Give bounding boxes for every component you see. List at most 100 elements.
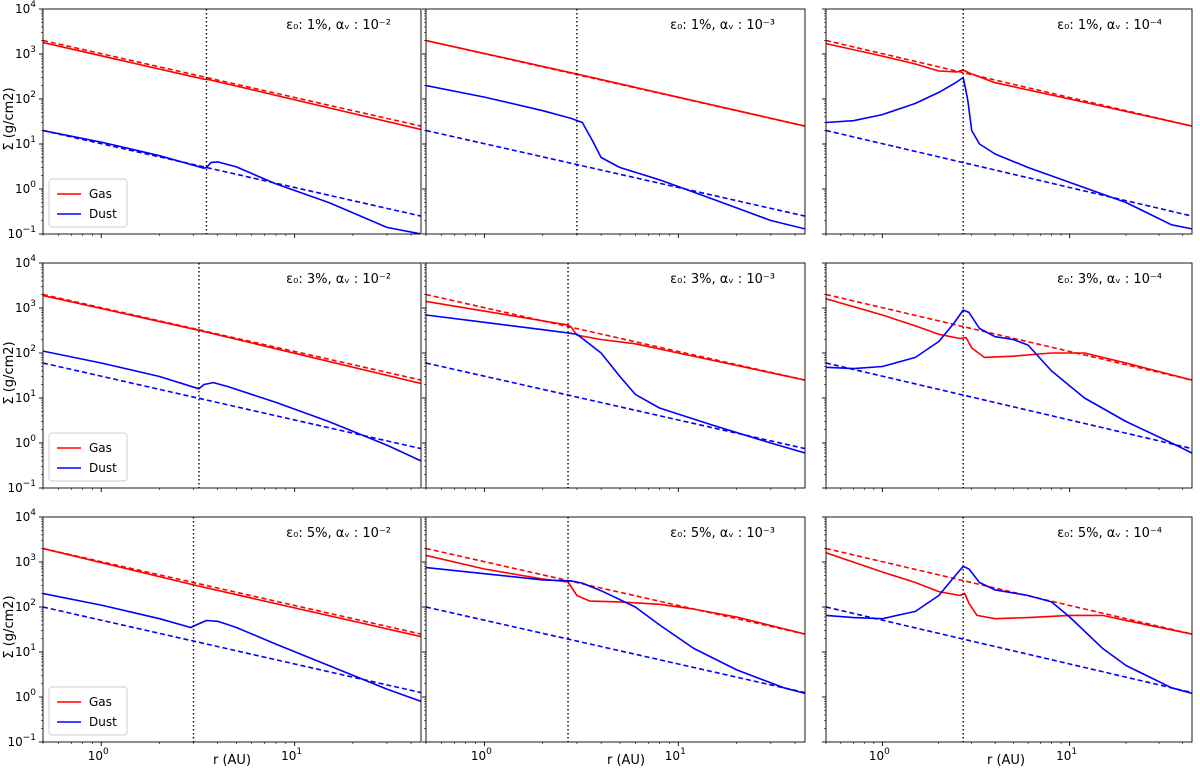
panel-r2c1-gas-initial-line [43,293,421,381]
panel-r3c1-xtick-label: 101 [281,747,302,763]
panel-r2c3-plot-area [826,263,1192,488]
panel-r1c1-dust-initial-line [43,129,421,217]
panel-r3c2-gas-line [426,554,805,635]
panel-r1c1-axes-frame [42,8,422,235]
panel-r3c2-xtick-label: 101 [665,747,686,763]
panel-r1c3-dust-line [826,76,1192,230]
panel-r1c2-title: ε₀: 1%, αᵥ : 10⁻³ [670,18,775,33]
panel-r3c3-dust-line [826,565,1192,695]
panel-r1c1-gas-line [43,41,421,131]
x-axis-label-col-1: r (AU) [213,753,251,768]
panel-r2c3-title-text: ε₀: 3%, αᵥ : 10⁻⁴ [1057,272,1162,287]
panel-r2c2-gas-line [426,300,805,381]
panel-r1c3-title-text: ε₀: 1%, αᵥ : 10⁻⁴ [1057,18,1162,33]
panel-r3c1-dust-initial-line [43,606,421,694]
panel-r1c2-axes-frame [425,8,806,235]
panel-r2c1-dust-line [43,350,421,462]
panel-r2c1-ytick-label: 10−1 [7,479,36,495]
panels-group: 10−1 100 101 102 103 104 ε₀: 1%, αᵥ : 10⁻² Gas D… [7,0,1193,763]
panel-r3c3-xtick-label: 100 [869,747,890,763]
panel-r1c2-gas-initial-line [426,39,805,127]
panel-r1c1-ytick-label: 100 [15,180,36,196]
panel-r1c1-ytick-label: 101 [15,135,36,151]
panel-r3c3: 100 101 ε₀: 5%, αᵥ : 10⁻⁴ [822,516,1193,763]
panel-r1c1-ytick-label: 102 [15,90,36,106]
panel-r3c3-dust-initial-line [826,606,1192,694]
panel-r3c1-ytick-label: 101 [15,643,36,659]
panel-r2c1-plot-area [43,263,421,488]
panel-r1c2-dust-initial-line [426,129,805,217]
panel-r3c1-xtick-label: 100 [88,747,109,763]
panel-r1c3-gas-initial-line [826,39,1192,127]
panel-r3c2-xtick-label: 100 [471,747,492,763]
panel-r2c1-title-text: ε₀: 3%, αᵥ : 10⁻² [286,272,391,287]
panel-r3c2-title-text: ε₀: 5%, αᵥ : 10⁻³ [670,526,775,541]
panel-r3c1-title: ε₀: 5%, αᵥ : 10⁻² [286,526,391,541]
panel-r2c3-axes-frame [825,262,1193,489]
panel-r3c2-dust-initial-line [426,606,805,694]
y-axis-label-row-2: Σ (g/cm2) [2,341,17,404]
panel-r1c3-axes-frame [825,8,1193,235]
panel-r3c1-ytick-label: 103 [15,553,36,569]
panel-r2c1-dust-initial-line [43,362,421,450]
panel-r3c1-ytick-label: 100 [15,688,36,704]
panel-r3c3-title: ε₀: 5%, αᵥ : 10⁻⁴ [1057,526,1162,541]
panel-r3c1-legend-box [48,686,128,736]
panel-r2c1-ytick-label: 100 [15,434,36,450]
panel-r2c2-axes-frame [425,262,806,489]
y-axis-label-row-3: Σ (g/cm2) [2,595,17,658]
panel-r3c3-gas-initial-line [826,547,1192,635]
panel-r2c2-title-text: ε₀: 3%, αᵥ : 10⁻³ [670,272,775,287]
panel-r2c1-legend: Gas Dust [48,432,128,482]
panel-r3c1-legend-dust-label: Dust [89,715,117,729]
x-axis-label-col-2: r (AU) [607,753,645,768]
panel-r1c1-legend: Gas Dust [48,178,128,228]
panel-r3c1-title-text: ε₀: 5%, αᵥ : 10⁻² [286,526,391,541]
panel-r1c1-ytick-label: 104 [15,0,36,16]
panel-r1c2-plot-area [426,9,805,234]
panel-r2c2-gas-initial-line [426,293,805,381]
panel-r1c1-ytick-label: 103 [15,45,36,61]
panel-r1c1: 10−1 100 101 102 103 104 ε₀: 1%, αᵥ : 10⁻² Gas D… [7,0,422,241]
panel-r2c1-gas-line [43,294,421,385]
panel-r1c2-title-text: ε₀: 1%, αᵥ : 10⁻³ [670,18,775,33]
panel-r3c2: 100 101 ε₀: 5%, αᵥ : 10⁻³ [422,516,806,763]
panel-r3c2-axes-frame [425,516,806,743]
panel-r2c2-title: ε₀: 3%, αᵥ : 10⁻³ [670,272,775,287]
panel-r3c1-ytick-label: 104 [15,508,36,524]
panel-r1c2: ε₀: 1%, αᵥ : 10⁻³ [422,8,806,238]
panel-r3c1-gas-initial-line [43,547,421,635]
panel-r2c2: ε₀: 3%, αᵥ : 10⁻³ [422,262,806,492]
panel-r2c3: ε₀: 3%, αᵥ : 10⁻⁴ [822,262,1193,492]
panel-r2c1-legend-dust-label: Dust [89,461,117,475]
panel-r2c2-plot-area [426,263,805,488]
panel-r1c1-legend-box [48,178,128,228]
panel-r3c3-xtick-label: 101 [1056,747,1077,763]
panel-r3c1-plot-area [43,517,421,742]
panel-r2c3-dust-initial-line [826,362,1192,450]
y-axis-label-row-1: Σ (g/cm2) [2,87,17,150]
panel-r2c1-legend-box [48,432,128,482]
panel-r3c2-dust-line [426,566,805,695]
panel-r1c3-dust-initial-line [826,129,1192,217]
panel-r2c2-dust-line [426,314,805,454]
panel-r1c1-legend-dust-label: Dust [89,207,117,221]
panel-r3c1-legend-gas-label: Gas [89,695,112,709]
panel-r2c1: 10−1 100 101 102 103 104 ε₀: 3%, αᵥ : 10⁻² Gas D… [7,254,422,495]
panel-r2c1-ytick-label: 103 [15,299,36,315]
panel-r2c2-dust-initial-line [426,362,805,450]
panel-r1c2-dust-line [426,84,805,230]
panel-r1c1-title: ε₀: 1%, αᵥ : 10⁻² [286,18,391,33]
panel-r3c2-plot-area [426,517,805,742]
panel-r1c1-title-text: ε₀: 1%, αᵥ : 10⁻² [286,18,391,33]
panel-r3c3-axes-frame [825,516,1193,743]
x-axis-label-col-3: r (AU) [987,753,1025,768]
panel-r1c1-ytick-label: 10−1 [7,225,36,241]
panel-r1c3-plot-area [826,9,1192,234]
panel-r3c3-gas-line [826,552,1192,635]
panel-r2c1-ytick-label: 102 [15,344,36,360]
panel-r3c3-title-text: ε₀: 5%, αᵥ : 10⁻⁴ [1057,526,1162,541]
panel-r3c1-ytick-label: 102 [15,598,36,614]
panel-r1c3-gas-line [826,42,1192,127]
